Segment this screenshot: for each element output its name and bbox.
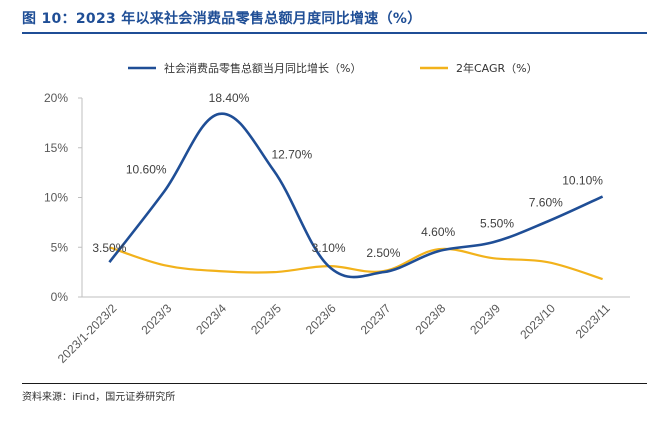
data-label: 4.60% xyxy=(421,225,455,239)
x-tick-label: 2023/6 xyxy=(303,301,339,337)
x-tick-label: 2023/5 xyxy=(248,301,284,337)
series-lines xyxy=(108,112,604,281)
data-label: 7.60% xyxy=(529,195,563,209)
data-label: 2.50% xyxy=(366,246,400,260)
title-divider xyxy=(22,32,647,34)
y-tick-label: 15% xyxy=(44,141,68,155)
y-tick-label: 0% xyxy=(51,290,69,304)
x-tick-label: 2023/7 xyxy=(358,301,394,337)
source-divider xyxy=(22,383,647,384)
x-tick-label: 2023/11 xyxy=(573,301,613,341)
data-label: 12.70% xyxy=(271,148,312,162)
x-tick-label: 2023/1-2023/2 xyxy=(55,301,120,366)
x-tick-label: 2023/10 xyxy=(517,301,558,342)
legend-item-retail-sales-label: 社会消费品零售总额当月同比增长（%） xyxy=(164,61,361,75)
cagr-2y-line xyxy=(109,246,603,281)
data-labels: 3.50% 10.60% 18.40% 12.70% 3.10% 2.50% 4.60% 5.… xyxy=(92,91,603,260)
figure-title: 图 10：2023 年以来社会消费品零售总额月度同比增速（%） xyxy=(22,11,422,27)
retail-sales-yoy-line xyxy=(108,112,604,279)
data-label: 10.10% xyxy=(562,174,603,188)
data-label: 10.60% xyxy=(126,163,167,177)
source-note: 资料来源：iFind，国元证券研究所 xyxy=(22,392,176,403)
x-tick-label: 2023/4 xyxy=(193,301,229,337)
legend-item-cagr-label: 2年CAGR（%） xyxy=(456,61,538,75)
x-tick-label: 2023/9 xyxy=(467,301,503,337)
data-label: 18.40% xyxy=(209,91,250,105)
data-label: 3.10% xyxy=(312,241,346,255)
y-tick-label: 20% xyxy=(44,91,68,105)
x-tick-label: 2023/8 xyxy=(412,301,448,337)
y-tick-label: 10% xyxy=(44,191,68,205)
axes: 0% 5% 10% 15% 20% 2023/1-2023/2 2023/3 2023/4 20… xyxy=(44,91,630,366)
x-tick-label: 2023/3 xyxy=(138,301,174,337)
data-label: 3.50% xyxy=(92,241,126,255)
legend: 社会消费品零售总额当月同比增长（%） 2年CAGR（%） xyxy=(128,61,538,75)
data-label: 5.50% xyxy=(480,216,514,230)
y-tick-label: 5% xyxy=(51,240,69,254)
